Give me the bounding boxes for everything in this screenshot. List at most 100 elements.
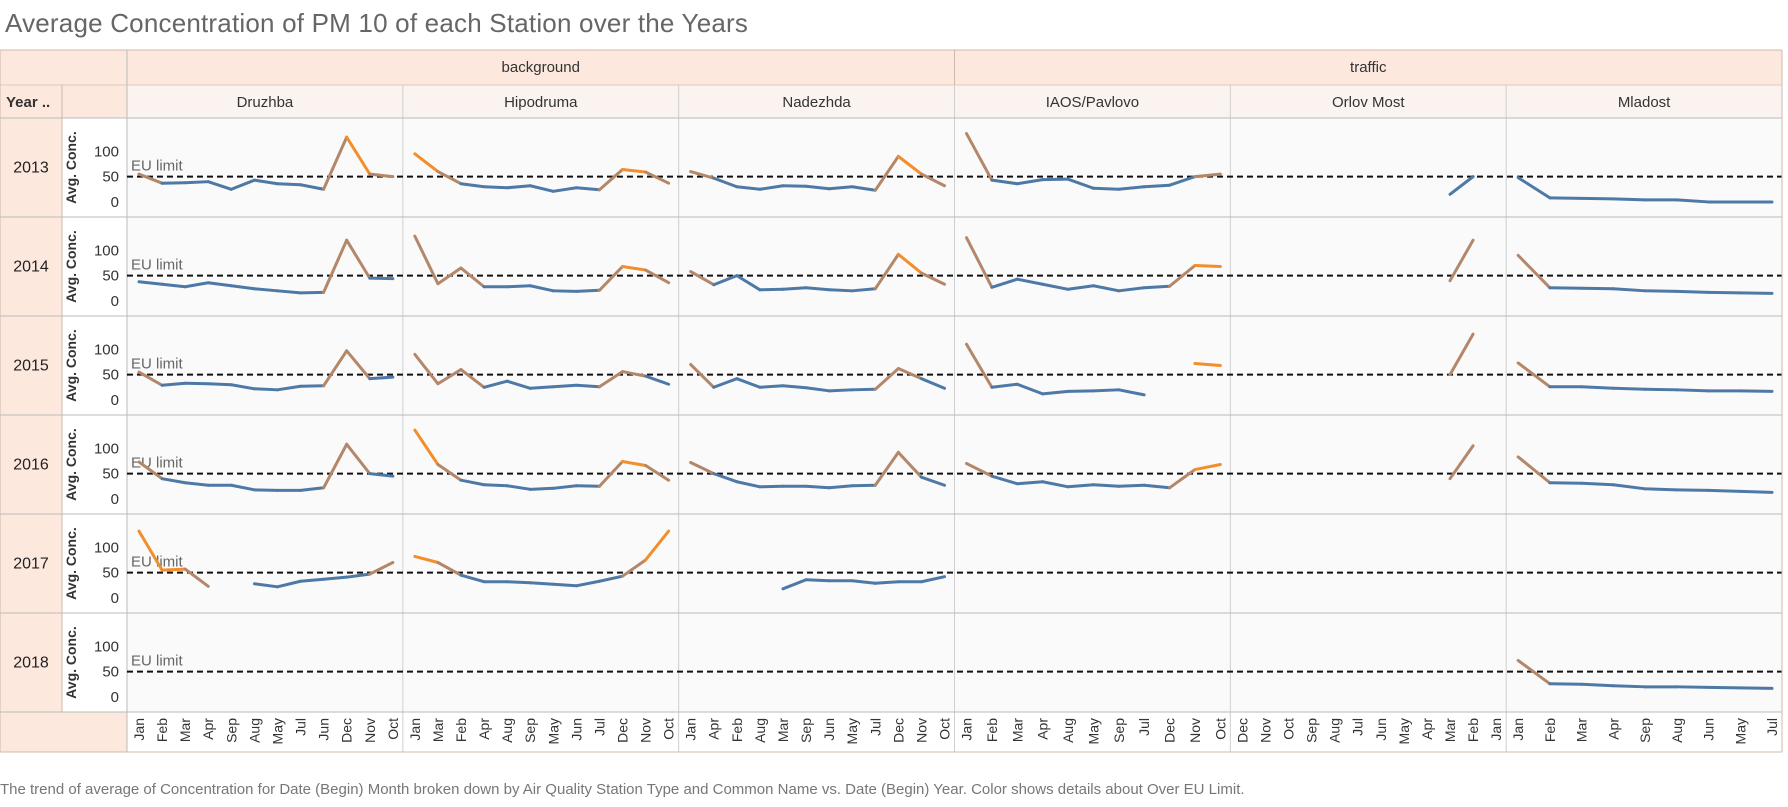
series-segment	[413, 428, 440, 467]
series-segment	[299, 577, 326, 583]
series-segment	[345, 442, 372, 476]
series-segment	[1580, 682, 1615, 688]
series-segment	[1643, 387, 1679, 392]
x-tick-label: Mar	[1009, 718, 1025, 742]
series-segment	[758, 184, 785, 191]
x-tick-label: Nov	[1257, 718, 1273, 743]
series-segment	[873, 580, 900, 585]
series-segment	[1193, 172, 1222, 179]
x-tick-label: Jul	[591, 718, 607, 736]
series-segment	[689, 363, 716, 389]
series-segment	[1168, 175, 1197, 187]
y-tick-label: 100	[94, 539, 119, 556]
series-segment	[965, 342, 994, 389]
series-segment	[160, 477, 187, 485]
x-tick-label: Jul	[867, 718, 883, 736]
series-segment	[1548, 481, 1584, 485]
x-tick-label: Jul	[1136, 718, 1152, 736]
series-segment	[1611, 684, 1647, 689]
series-segment	[1611, 386, 1647, 391]
series-segment	[1193, 361, 1222, 368]
x-tick-label: Jun	[821, 718, 837, 741]
x-tick-label: Nov	[1187, 718, 1203, 743]
series-segment	[919, 271, 946, 286]
series-segment	[137, 460, 164, 481]
series-segment	[137, 370, 164, 387]
series-segment	[229, 383, 256, 391]
series-segment	[551, 582, 578, 588]
series-segment	[758, 484, 785, 489]
series-segment	[804, 578, 831, 583]
series-segment	[1548, 682, 1584, 686]
x-tick-label: Sep	[1111, 718, 1127, 743]
series-segment	[621, 265, 648, 272]
series-segment	[574, 186, 601, 192]
series-segment	[758, 384, 785, 389]
x-tick-label: May	[844, 718, 860, 744]
x-tick-label: Mar	[177, 718, 193, 742]
series-segment	[781, 384, 808, 390]
series-segment	[990, 474, 1019, 486]
series-segment	[459, 478, 486, 487]
series-segment	[1580, 385, 1615, 390]
series-segment	[436, 561, 463, 577]
series-segment	[1580, 481, 1615, 487]
series-segment	[1117, 388, 1146, 397]
series-segment	[322, 442, 349, 490]
x-tick-label: Dec	[615, 718, 631, 743]
series-segment	[252, 287, 279, 293]
series-segment	[528, 385, 555, 390]
series-segment	[551, 289, 578, 293]
x-tick-label: Jun	[1701, 718, 1717, 741]
series-segment	[1448, 175, 1475, 196]
x-tick-label: Jul	[1764, 718, 1780, 736]
series-segment	[1066, 389, 1095, 393]
x-tick-label: Aug	[752, 718, 768, 743]
x-tick-label: Jan	[1488, 718, 1504, 741]
series-segment	[528, 581, 555, 586]
series-segment	[850, 287, 877, 293]
series-segment	[621, 558, 648, 578]
series-segment	[137, 172, 164, 185]
y-axis-title: Avg. Conc.	[63, 131, 79, 204]
y-tick-label: 0	[111, 491, 119, 508]
series-segment	[644, 170, 671, 185]
series-segment	[482, 483, 509, 488]
x-tick-label: Nov	[638, 718, 654, 743]
series-segment	[827, 288, 854, 293]
series-segment	[1643, 487, 1679, 492]
series-segment	[1611, 287, 1647, 293]
x-tick-label: Jan	[407, 718, 423, 741]
series-segment	[1091, 483, 1121, 488]
year-label: 2013	[13, 160, 49, 177]
series-segment	[597, 265, 625, 292]
x-tick-label: Aug	[1327, 718, 1343, 743]
series-segment	[436, 170, 463, 186]
series-segment	[229, 178, 256, 191]
series-segment	[275, 289, 303, 295]
series-segment	[345, 349, 372, 381]
series-segment	[551, 383, 578, 389]
y-tick-label: 100	[94, 242, 119, 259]
series-segment	[689, 270, 716, 287]
series-segment	[1707, 685, 1742, 690]
x-tick-label: Jan	[959, 718, 975, 741]
series-segment	[413, 234, 440, 286]
x-tick-label: Jan	[683, 718, 699, 741]
series-segment	[990, 178, 1019, 186]
series-segment	[160, 282, 187, 289]
y-axis-title: Avg. Conc.	[63, 626, 79, 699]
series-segment	[1738, 686, 1774, 690]
y-tick-label: 50	[102, 466, 119, 483]
series-segment	[735, 274, 762, 292]
y-tick-label: 0	[111, 590, 119, 607]
series-segment	[275, 579, 303, 589]
series-segment	[850, 579, 877, 585]
series-segment	[1643, 289, 1679, 293]
series-segment	[183, 567, 210, 588]
series-segment	[368, 375, 395, 381]
x-tick-label: Aug	[1060, 718, 1076, 743]
y-tick-label: 100	[94, 143, 119, 160]
x-tick-label: Jan	[1510, 718, 1526, 741]
